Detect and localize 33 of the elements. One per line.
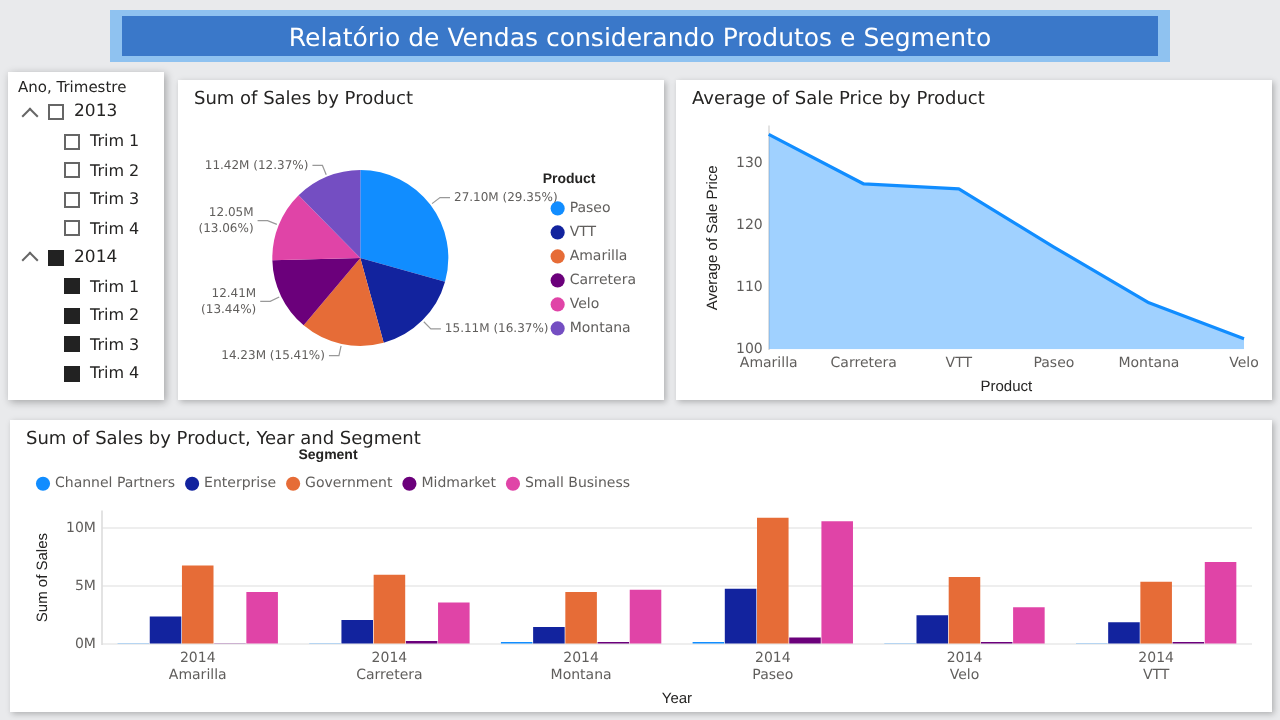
bar [1108, 622, 1140, 644]
bar [246, 592, 278, 644]
text: Trim 1 [90, 132, 140, 151]
bar [724, 588, 757, 644]
bar [149, 616, 182, 644]
bar [1140, 581, 1172, 644]
bar [1204, 561, 1237, 644]
bar [373, 574, 406, 644]
text: 2014 [74, 247, 118, 268]
text: Trim 3 [90, 335, 140, 354]
bar [341, 620, 373, 644]
text: Trim 3 [90, 190, 140, 209]
bar [789, 637, 821, 644]
text: Trim 4 [90, 219, 140, 238]
bar [757, 517, 789, 644]
chart-title: Average of Sale Price by Product [692, 90, 985, 110]
chart-title: Sum of Sales by Product [194, 90, 413, 110]
text: Trim 1 [90, 277, 140, 296]
text: Trim 2 [90, 161, 140, 180]
bar [916, 615, 949, 644]
text: Trim 2 [90, 306, 140, 325]
bar [629, 589, 662, 644]
text: Trim 4 [90, 364, 140, 383]
bar [181, 565, 214, 644]
bar [1013, 607, 1045, 644]
bar [821, 521, 853, 644]
text: 2013 [74, 102, 118, 123]
bar [438, 602, 470, 644]
bar [948, 577, 981, 644]
bar [565, 592, 597, 644]
text: Relatório de Vendas considerando Produtos e Segmento [122, 16, 1158, 56]
chart-title: Sum of Sales by Product, Year and Segment [26, 430, 421, 450]
bar [533, 626, 565, 644]
